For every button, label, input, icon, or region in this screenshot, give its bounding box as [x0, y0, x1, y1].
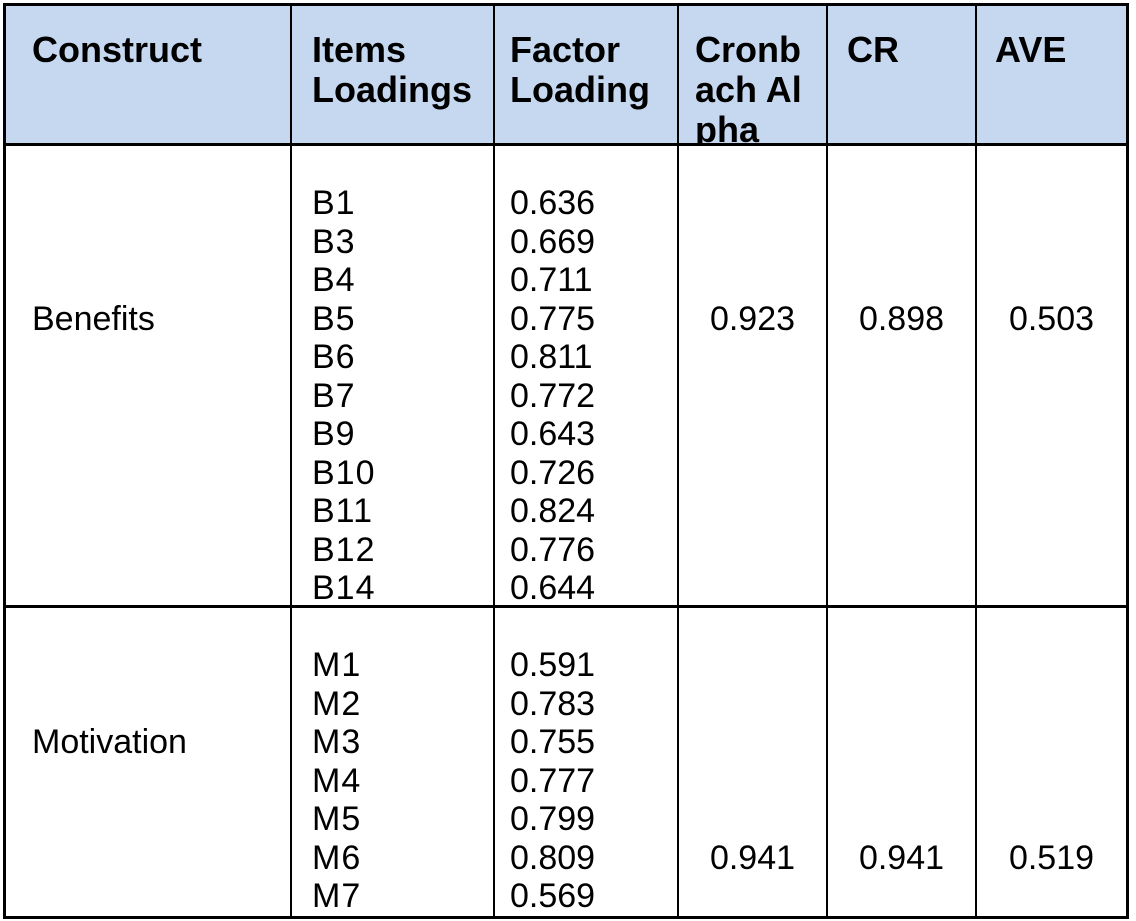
column-header-label: Items Loadings — [312, 29, 472, 110]
factor-loading-value: 0.636 — [510, 184, 596, 223]
column-header-cr: CR — [828, 6, 977, 146]
column-header-label: CR — [847, 29, 899, 70]
factor-loading-value: 0.711 — [510, 261, 593, 300]
column-header-items-loadings: Items Loadings — [292, 6, 495, 146]
item-code: B5 — [312, 299, 356, 338]
construct-cell: Motivation — [6, 608, 292, 916]
factor-loading-value: 0.775 — [510, 299, 596, 338]
column-header-cronbach-alpha: Cronbach Alpha — [679, 6, 828, 146]
ave-cell: 0.503 — [977, 146, 1126, 608]
factor-loading-value: 0.809 — [510, 838, 596, 877]
factor-loading-value: 0.669 — [510, 222, 596, 261]
cr-cell: 0.898 — [828, 146, 977, 608]
ave-cell: 0.519 — [977, 608, 1126, 916]
item-code: B7 — [312, 376, 356, 415]
item-code: M1 — [312, 646, 362, 685]
column-header-label: Factor Loading — [510, 29, 650, 110]
factor-loadings-cell: 0.591 0.783 0.755 0.777 0.799 0.809 0.569 — [495, 608, 679, 916]
factor-loading-value: 0.783 — [510, 684, 596, 723]
construct-cell: Benefits — [6, 146, 292, 608]
column-header-construct: Construct — [6, 6, 292, 146]
column-header-factor-loading: Factor Loading — [495, 6, 679, 146]
construct-label: Benefits — [32, 299, 155, 338]
factor-loading-value: 0.799 — [510, 800, 596, 839]
item-code: B14 — [312, 569, 376, 608]
item-code: B9 — [312, 415, 356, 454]
factor-loading-value: 0.591 — [510, 646, 596, 685]
item-code: M4 — [312, 761, 362, 800]
items-cell: M1 M2 M3 M4 M5 M6 M7 — [292, 608, 495, 916]
column-header-ave: AVE — [977, 6, 1126, 146]
column-header-label: Construct — [32, 29, 202, 70]
items-cell: B1 B3 B4 B5 B6 B7 B9 B10 B11 B12 B14 — [292, 146, 495, 608]
cr-cell: 0.941 — [828, 608, 977, 916]
cronbach-alpha-value: 0.941 — [709, 838, 796, 877]
factor-loading-value: 0.776 — [510, 530, 596, 569]
item-code: B4 — [312, 261, 356, 300]
ave-value: 0.519 — [1008, 838, 1095, 877]
item-code: M6 — [312, 838, 362, 877]
factor-loading-value: 0.644 — [510, 569, 596, 608]
item-code: B3 — [312, 222, 356, 261]
column-header-label: AVE — [995, 29, 1067, 70]
item-code: B12 — [312, 530, 376, 569]
ave-value: 0.503 — [1008, 299, 1095, 338]
cr-value: 0.941 — [858, 838, 945, 877]
cronbach-alpha-value: 0.923 — [709, 299, 796, 338]
factor-loading-value: 0.755 — [510, 723, 596, 762]
cronbach-alpha-cell: 0.941 — [679, 608, 828, 916]
item-code: M3 — [312, 723, 362, 762]
factor-loading-value: 0.726 — [510, 453, 596, 492]
construct-label: Motivation — [32, 723, 187, 762]
factor-loading-value: 0.777 — [510, 761, 596, 800]
factor-loadings-cell: 0.636 0.669 0.711 0.775 0.811 0.772 0.643 0.726… — [495, 146, 679, 608]
column-header-label: Cronbach Alpha — [695, 29, 802, 146]
factor-loading-value: 0.772 — [510, 376, 596, 415]
item-code: M5 — [312, 800, 362, 839]
item-code: B10 — [312, 453, 376, 492]
cr-value: 0.898 — [858, 299, 945, 338]
item-code: B6 — [312, 338, 356, 377]
factor-loading-value: 0.643 — [510, 415, 596, 454]
item-code: M7 — [312, 877, 362, 916]
cronbach-alpha-cell: 0.923 — [679, 146, 828, 608]
factor-loading-value: 0.569 — [510, 877, 596, 916]
reliability-validity-table: Construct Items Loadings Factor Loading … — [3, 3, 1129, 919]
factor-loading-value: 0.824 — [510, 492, 596, 531]
item-code: M2 — [312, 684, 362, 723]
item-code: B11 — [312, 492, 373, 531]
item-code: B1 — [312, 184, 356, 223]
factor-loading-value: 0.811 — [510, 338, 593, 377]
